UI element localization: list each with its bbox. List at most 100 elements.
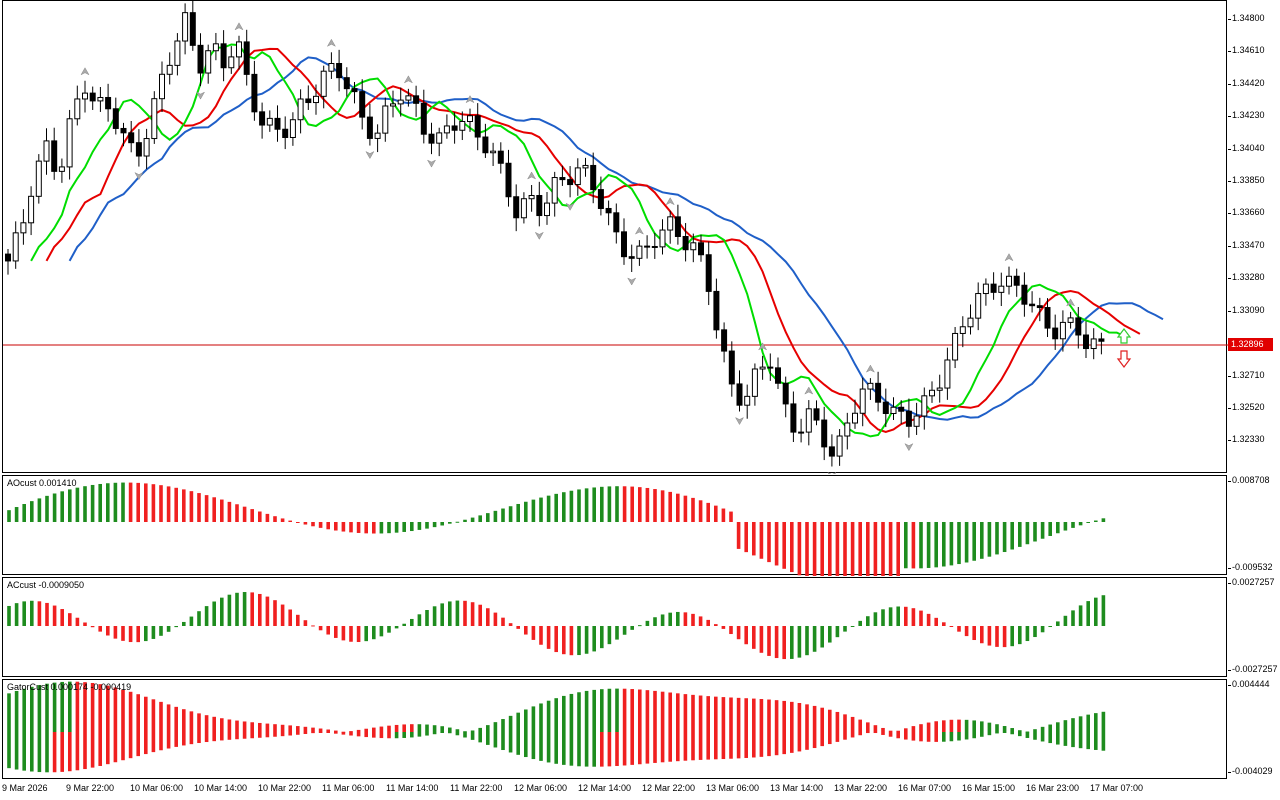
gator-lower-bar: [478, 732, 482, 743]
histogram-bar: [296, 522, 300, 523]
candle-body: [605, 207, 612, 214]
histogram-bar: [508, 506, 513, 522]
gator-upper-bar: [1056, 722, 1060, 732]
candle: [20, 209, 27, 245]
ao-indicator-pane[interactable]: AOcust 0.001410: [2, 475, 1227, 576]
price-tick: 1.33850: [1232, 175, 1265, 185]
candle-body: [436, 132, 443, 144]
gator-lower-bar: [881, 732, 885, 735]
gator-lower-bar: [934, 732, 938, 742]
gator-lower-bar: [835, 732, 840, 742]
histogram-bar: [334, 522, 338, 531]
gator-upper-bar: [721, 697, 726, 732]
gator-upper-bar: [911, 726, 916, 732]
candle-body: [74, 98, 81, 120]
histogram-bar: [220, 499, 224, 522]
gator-lower-bar: [531, 732, 536, 760]
histogram-bar: [75, 487, 80, 522]
gator-upper-bar: [539, 703, 543, 732]
histogram-bar: [866, 522, 870, 576]
gator-upper-bar: [516, 712, 520, 732]
candle: [875, 371, 882, 412]
ac-max: 0.0027257: [1232, 577, 1275, 587]
fractal-up-icon: [757, 342, 768, 351]
histogram-bar: [296, 614, 300, 626]
gator-lower-bar: [622, 732, 627, 766]
gator-upper-bar: [470, 730, 475, 732]
histogram-bar: [1025, 626, 1030, 642]
candle: [366, 103, 373, 146]
gator-upper-bar: [698, 695, 703, 732]
candle-body: [120, 127, 127, 134]
gator-upper-bar: [144, 696, 148, 732]
candle-body: [913, 415, 920, 427]
gator-lower-bar: [752, 732, 756, 758]
gator-upper-bar: [622, 688, 627, 732]
histogram-bar: [949, 522, 954, 566]
histogram-bar: [1010, 522, 1014, 550]
histogram-bar: [90, 484, 95, 522]
gator-upper-bar: [258, 722, 262, 732]
gator-upper-bar: [896, 730, 900, 732]
candle: [628, 244, 635, 272]
candle: [451, 112, 458, 144]
price-chart[interactable]: [3, 1, 1228, 474]
histogram-bar: [1040, 522, 1045, 539]
histogram-bar: [1056, 522, 1060, 534]
candle-body: [236, 41, 242, 58]
candle: [898, 400, 905, 424]
gator-upper-bar: [410, 724, 414, 732]
time-label: 17 Mar 07:00: [1090, 783, 1144, 793]
histogram-bar: [1048, 626, 1052, 628]
gator-upper-bar: [463, 731, 467, 733]
ao-max: 0.008708: [1232, 475, 1270, 485]
histogram-bar: [379, 626, 384, 637]
fractal-down-icon: [365, 150, 375, 160]
candle-body: [567, 179, 574, 186]
gator-upper-bar: [554, 698, 558, 732]
candle-body: [574, 167, 581, 186]
histogram-bar: [182, 621, 186, 626]
gator-lower-bar: [250, 732, 254, 739]
histogram-bar: [364, 522, 368, 534]
histogram-bar: [987, 626, 992, 646]
gator-lower-bar: [987, 732, 992, 736]
fractal-down-icon: [827, 471, 837, 474]
gator-lower-bar: [174, 732, 178, 747]
candle: [297, 89, 304, 134]
candle: [490, 142, 497, 166]
candle-body: [282, 128, 289, 138]
gator-indicator-pane[interactable]: GatorCust 0.000174 -0.000419: [2, 679, 1227, 779]
gator-upper-bar: [881, 727, 885, 732]
histogram-bar: [577, 489, 581, 522]
candle-body: [975, 293, 982, 319]
histogram-bar: [394, 522, 399, 533]
histogram-bar: [90, 626, 95, 628]
histogram-bar: [622, 486, 627, 522]
histogram-bar: [356, 522, 361, 533]
gator-upper-bar: [22, 688, 26, 732]
ao-label: AOcust 0.001410: [7, 478, 77, 488]
histogram-bar: [1002, 522, 1007, 553]
gator-lower-bar: [303, 732, 308, 734]
ac-label: ACcust -0.0009050: [7, 580, 85, 590]
histogram-bar: [949, 626, 954, 627]
histogram-bar: [524, 501, 528, 522]
histogram-bar: [463, 519, 467, 522]
histogram-bar: [106, 483, 110, 522]
histogram-bar: [455, 600, 460, 626]
main-chart-pane[interactable]: [2, 0, 1228, 474]
ac-indicator-pane[interactable]: ACcust -0.0009050: [2, 577, 1227, 677]
histogram-bar: [372, 522, 376, 534]
candle-body: [536, 195, 543, 217]
histogram-bar: [562, 626, 566, 655]
candle: [112, 97, 119, 135]
histogram-bar: [843, 626, 847, 632]
candle-body: [143, 138, 150, 157]
gator-upper-bar: [926, 722, 931, 732]
candle-body: [405, 95, 412, 101]
gator-lower-bar: [1056, 732, 1060, 745]
gator-upper-bar: [706, 696, 710, 732]
gator-lower-bar: [964, 732, 969, 740]
histogram-bar: [698, 500, 703, 522]
